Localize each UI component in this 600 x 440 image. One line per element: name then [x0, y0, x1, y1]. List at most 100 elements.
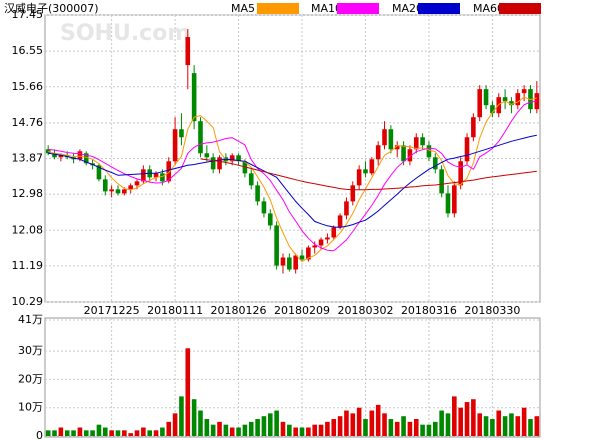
candle-body	[318, 239, 324, 246]
volume-bar	[248, 421, 254, 436]
chart-title: 汉威电子(300007)	[4, 2, 99, 15]
legend-label: MA60	[473, 2, 504, 15]
volume-bar	[369, 410, 375, 436]
candle-body	[267, 213, 273, 226]
volume-bar	[413, 419, 419, 436]
volume-bar	[128, 433, 133, 436]
candle-body	[363, 169, 368, 174]
candle-body	[109, 189, 114, 192]
candle-body	[413, 137, 419, 150]
candle-body	[331, 227, 337, 238]
candle-body	[521, 89, 527, 94]
volume-bar	[45, 430, 51, 436]
volume-bar	[490, 419, 495, 436]
volume-bar	[191, 399, 197, 436]
candle-body	[255, 185, 260, 202]
volume-bar	[71, 430, 76, 436]
volume-bar	[477, 413, 483, 436]
volume-bar	[420, 424, 425, 436]
candle-body	[293, 255, 298, 270]
volume-bar	[204, 419, 210, 436]
candle-body	[236, 155, 241, 162]
candle-body	[369, 159, 375, 174]
volume-tick-label: 41万	[18, 313, 43, 326]
volume-bar	[153, 430, 159, 436]
legend-swatch	[499, 3, 541, 14]
volume-bar	[509, 413, 514, 436]
candle-body	[337, 215, 343, 228]
volume-bar	[394, 421, 400, 436]
candle-body	[191, 73, 197, 122]
candle-body	[394, 145, 400, 150]
volume-bar	[432, 421, 438, 436]
volume-bar	[293, 427, 298, 436]
candle-body	[509, 101, 514, 106]
candle-body	[102, 179, 108, 192]
candle-body	[83, 153, 89, 164]
candle-body	[534, 93, 540, 110]
volume-bar	[318, 424, 324, 436]
candle-body	[477, 89, 483, 118]
volume-bar	[299, 427, 305, 436]
volume-tick-label: 20万	[18, 372, 43, 385]
x-tick-label: 20180302	[337, 304, 393, 317]
volume-bar	[312, 424, 318, 436]
volume-bar	[521, 407, 527, 436]
volume-bar	[471, 399, 476, 436]
candle-body	[160, 173, 165, 182]
volume-bar	[242, 424, 248, 436]
volume-bar	[407, 421, 413, 436]
y-tick-label: 10.29	[12, 295, 44, 308]
candle-body	[122, 189, 127, 194]
watermark: SOHU.com	[60, 21, 190, 46]
candle-body	[483, 89, 489, 106]
volume-bar	[344, 410, 349, 436]
candle-body	[185, 37, 191, 66]
volume-bar	[261, 416, 267, 436]
volume-bar	[274, 410, 279, 436]
volume-bar	[502, 416, 508, 436]
volume-bar	[287, 424, 292, 436]
candle-body	[490, 105, 495, 114]
volume-bar	[388, 419, 394, 436]
volume-bar	[458, 407, 463, 436]
volume-bar	[515, 416, 521, 436]
candle-body	[229, 155, 235, 162]
ma-line	[48, 134, 537, 228]
candle-body	[382, 129, 387, 146]
y-tick-label: 16.55	[12, 44, 44, 57]
volume-bar	[363, 419, 368, 436]
volume-bar	[439, 410, 444, 436]
candle-body	[458, 161, 463, 186]
legend-label: MA20	[392, 2, 423, 15]
legend-swatch	[418, 3, 460, 14]
volume-bar	[236, 427, 241, 436]
candle-body	[248, 173, 254, 186]
candle-body	[217, 157, 222, 170]
candle-body	[401, 145, 406, 162]
volume-bar	[115, 430, 121, 436]
volume-bar	[52, 430, 57, 436]
volume-frame	[44, 317, 541, 438]
candle-body	[179, 129, 184, 138]
volume-bar	[401, 416, 406, 436]
candle-body	[299, 255, 305, 260]
candle-body	[356, 169, 362, 186]
volume-bar	[306, 427, 311, 436]
ma-line	[200, 158, 537, 191]
volume-bar	[134, 430, 140, 436]
volume-bar	[267, 413, 273, 436]
volume-bar	[90, 430, 95, 436]
volume-bar	[445, 413, 451, 436]
volume-bar	[198, 410, 203, 436]
volume-bar	[534, 416, 540, 436]
legend-swatch	[257, 3, 299, 14]
x-tick-label: 20180330	[464, 304, 520, 317]
volume-bar	[160, 427, 165, 436]
candle-body	[153, 173, 159, 178]
candle-body	[325, 237, 330, 240]
candle-body	[52, 153, 57, 158]
candle-body	[375, 145, 381, 160]
volume-bar	[179, 396, 184, 436]
